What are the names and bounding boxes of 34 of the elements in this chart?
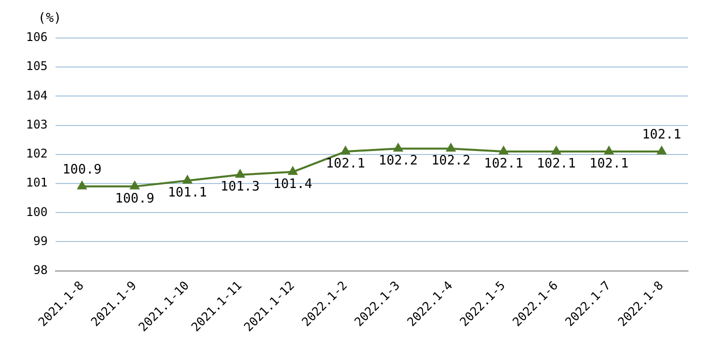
data-label: 101.3	[220, 180, 260, 195]
point	[341, 146, 350, 155]
point	[182, 176, 192, 184]
point	[394, 144, 403, 152]
data-label: 102.1	[589, 156, 629, 172]
data-label: 102.2	[378, 153, 418, 168]
data-label: 101.4	[273, 176, 313, 192]
point	[552, 146, 561, 155]
y-tick-label: 102	[26, 146, 48, 161]
y-tick-label: 103	[26, 117, 48, 132]
y-tick-label: 101	[26, 176, 48, 190]
point	[288, 166, 298, 175]
data-label: 100.9	[115, 191, 154, 206]
data-label: 102.1	[536, 156, 576, 172]
data-label: 102.1	[642, 127, 682, 142]
point	[657, 146, 666, 155]
data-label: 102.2	[431, 153, 470, 168]
y-axis-title: (%)	[38, 10, 62, 26]
point	[499, 146, 508, 155]
data-label: 102.1	[484, 156, 524, 172]
point	[604, 146, 614, 155]
data-label: 100.9	[62, 162, 102, 178]
y-tick-label: 99	[33, 234, 48, 248]
data-label: 102.1	[326, 156, 366, 172]
y-tick-label: 104	[26, 88, 48, 102]
y-tick-label: 106	[26, 30, 48, 44]
y-tick-label: 98	[33, 262, 48, 277]
data-label: 101.1	[168, 185, 207, 200]
y-tick-label: 100	[26, 204, 48, 219]
point	[446, 144, 456, 152]
y-tick-label: 105	[26, 59, 48, 74]
point	[130, 181, 140, 190]
point	[236, 170, 245, 178]
point	[78, 181, 86, 190]
